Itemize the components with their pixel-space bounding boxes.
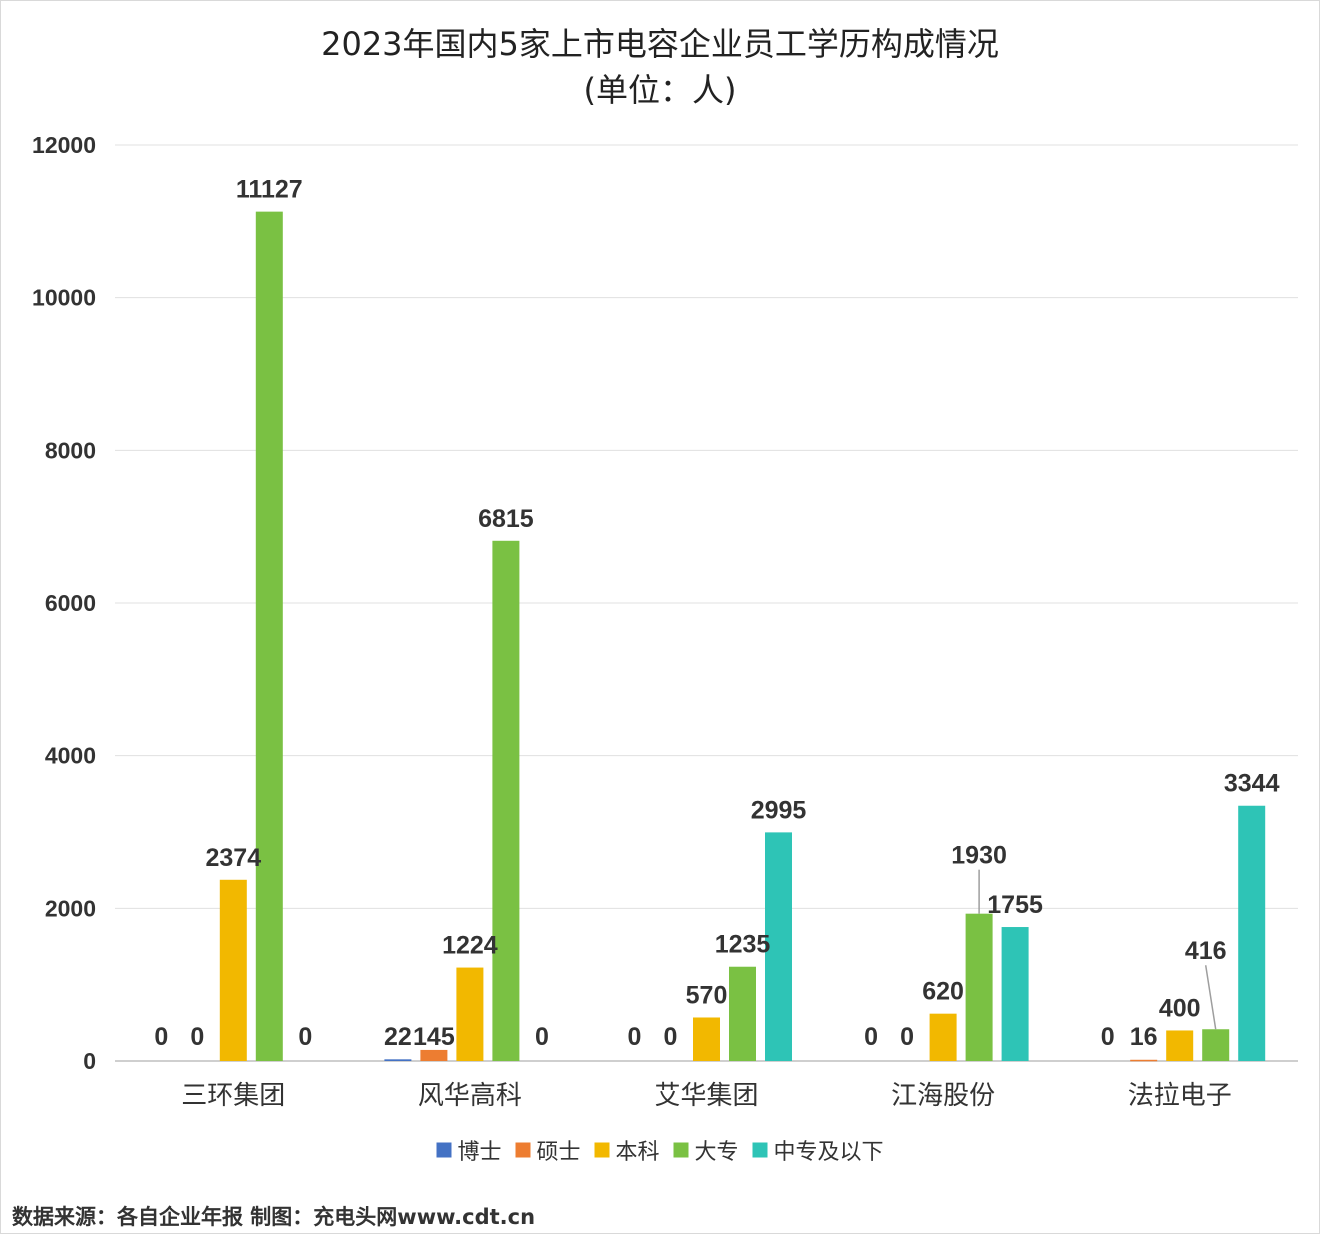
data-label: 400 bbox=[1159, 994, 1201, 1022]
bar bbox=[965, 913, 993, 1061]
bar bbox=[492, 540, 520, 1061]
bar bbox=[384, 1059, 412, 1061]
data-label: 1224 bbox=[442, 932, 498, 960]
y-tick-label: 0 bbox=[83, 1048, 96, 1074]
legend-swatch bbox=[673, 1142, 689, 1158]
data-label: 0 bbox=[1101, 1023, 1115, 1051]
data-label: 0 bbox=[535, 1023, 549, 1051]
data-label: 1930 bbox=[951, 842, 1007, 870]
y-tick-label: 2000 bbox=[45, 895, 96, 921]
bar bbox=[729, 966, 756, 1061]
data-label: 416 bbox=[1185, 937, 1227, 965]
data-label: 570 bbox=[686, 981, 728, 1009]
legend-swatch bbox=[436, 1142, 452, 1158]
chart-title: 2023年国内5家上市电容企业员工学历构成情况 bbox=[321, 25, 999, 63]
x-tick-label: 三环集团 bbox=[181, 1081, 285, 1111]
bar bbox=[929, 1013, 957, 1061]
legend-label: 硕士 bbox=[537, 1140, 581, 1165]
data-label: 145 bbox=[413, 1023, 455, 1051]
y-tick-label: 6000 bbox=[45, 590, 96, 616]
x-tick-label: 艾华集团 bbox=[654, 1081, 758, 1111]
bar bbox=[1166, 1030, 1194, 1061]
bar bbox=[255, 211, 283, 1061]
y-tick-label: 4000 bbox=[45, 743, 96, 769]
data-label: 2995 bbox=[751, 796, 807, 824]
x-tick-label: 风华高科 bbox=[418, 1081, 522, 1111]
x-tick-label: 法拉电子 bbox=[1128, 1081, 1232, 1111]
data-label: 0 bbox=[664, 1023, 678, 1051]
data-label: 0 bbox=[864, 1023, 878, 1051]
y-tick-label: 8000 bbox=[45, 437, 96, 463]
y-tick-label: 12000 bbox=[32, 132, 96, 158]
gridlines bbox=[115, 144, 1298, 1062]
bar bbox=[1130, 1059, 1158, 1062]
data-label: 1755 bbox=[987, 891, 1043, 919]
source-note: 数据来源：各自企业年报 制图：充电头网www.cdt.cn bbox=[12, 1205, 536, 1229]
leader-line bbox=[1204, 965, 1217, 1030]
bar bbox=[693, 1017, 720, 1061]
data-label: 11127 bbox=[236, 176, 303, 204]
y-axis-ticks: 0 2000 4000 6000 8000 10000 12000 bbox=[32, 132, 96, 1074]
legend-label: 中专及以下 bbox=[774, 1140, 884, 1165]
bar bbox=[765, 832, 792, 1061]
x-tick-label: 江海股份 bbox=[891, 1081, 995, 1111]
data-label: 1235 bbox=[715, 931, 771, 959]
data-label: 16 bbox=[1130, 1023, 1158, 1051]
bar bbox=[420, 1049, 448, 1061]
legend-swatch bbox=[594, 1142, 610, 1158]
data-label: 22 bbox=[384, 1023, 412, 1051]
data-label: 0 bbox=[628, 1023, 642, 1051]
data-label: 6815 bbox=[478, 505, 534, 533]
legend-label: 博士 bbox=[458, 1140, 502, 1165]
chart-subtitle: (单位：人) bbox=[584, 71, 737, 109]
legend-label: 大专 bbox=[695, 1140, 739, 1165]
bar bbox=[1202, 1029, 1230, 1061]
bar bbox=[219, 879, 247, 1061]
data-label: 2374 bbox=[205, 844, 261, 872]
legend-swatch bbox=[515, 1142, 531, 1158]
data-label: 3344 bbox=[1224, 770, 1280, 798]
legend: 博士 硕士 本科 大专 中专及以下 bbox=[436, 1140, 884, 1165]
data-label: 620 bbox=[922, 978, 964, 1006]
bar bbox=[1238, 805, 1266, 1061]
data-label: 0 bbox=[190, 1023, 204, 1051]
legend-label: 本科 bbox=[616, 1140, 660, 1165]
data-label: 0 bbox=[900, 1023, 914, 1051]
x-axis-ticks: 三环集团 风华高科 艾华集团 江海股份 法拉电子 bbox=[181, 1081, 1231, 1111]
legend-swatch bbox=[752, 1142, 768, 1158]
bar bbox=[456, 967, 484, 1061]
data-label: 0 bbox=[298, 1023, 312, 1051]
y-tick-label: 10000 bbox=[32, 285, 96, 311]
data-label: 0 bbox=[154, 1023, 168, 1051]
bar bbox=[1001, 927, 1029, 1061]
bars bbox=[219, 211, 1266, 1062]
